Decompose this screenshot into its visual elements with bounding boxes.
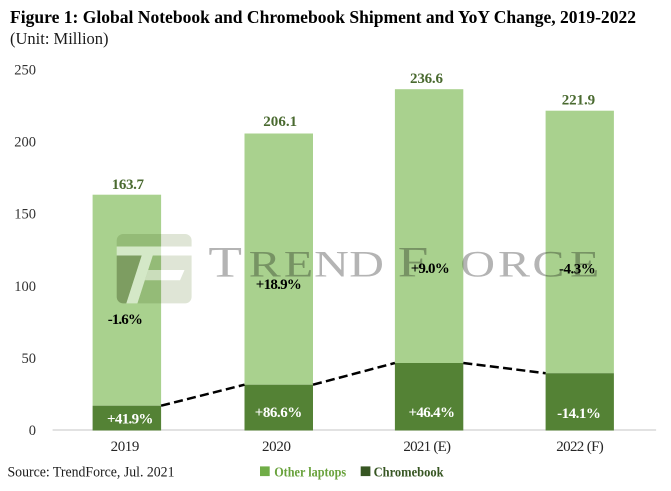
svg-text:100: 100 (14, 279, 36, 295)
svg-text:250: 250 (14, 63, 36, 79)
svg-text:221.9: 221.9 (562, 93, 595, 109)
svg-text:(Unit: Million): (Unit: Million) (10, 29, 109, 48)
svg-text:+46.4%: +46.4% (408, 405, 455, 421)
svg-text:2022 (F): 2022 (F) (556, 439, 604, 455)
svg-text:150: 150 (14, 207, 36, 223)
svg-text:-1.6%: -1.6% (108, 312, 143, 328)
svg-text:0: 0 (29, 423, 36, 439)
svg-text:2019: 2019 (111, 439, 140, 455)
svg-text:-14.1%: -14.1% (557, 406, 601, 422)
svg-text:Source: TrendForce, Jul. 2021: Source: TrendForce, Jul. 2021 (8, 465, 175, 481)
svg-text:2021 (E): 2021 (E) (403, 439, 451, 455)
svg-text:163.7: 163.7 (112, 177, 145, 193)
svg-text:Chromebook: Chromebook (374, 465, 444, 480)
svg-text:-4.3%: -4.3% (559, 261, 596, 277)
svg-text:200: 200 (14, 135, 36, 151)
svg-text:236.6: 236.6 (410, 71, 443, 87)
svg-text:Figure 1: Global Notebook and: Figure 1: Global Notebook and Chromebook… (10, 7, 636, 27)
svg-text:206.1: 206.1 (263, 114, 297, 130)
svg-text:+41.9%: +41.9% (107, 412, 153, 428)
svg-text:+18.9%: +18.9% (256, 277, 302, 293)
svg-text:2020: 2020 (262, 439, 291, 455)
svg-text:+9.0%: +9.0% (411, 261, 450, 277)
svg-text:+86.6%: +86.6% (255, 405, 303, 421)
svg-text:50: 50 (22, 351, 37, 367)
svg-text:Other laptops: Other laptops (274, 465, 346, 480)
